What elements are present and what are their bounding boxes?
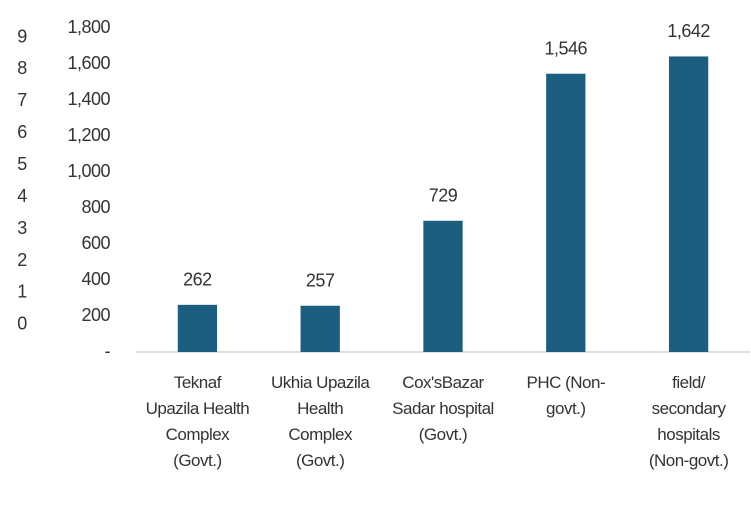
value-label: 1,546 xyxy=(545,38,588,58)
value-label: 729 xyxy=(429,186,458,206)
value-label: 262 xyxy=(183,270,212,290)
y2-tick-label: 6 xyxy=(17,122,27,142)
y2-tick-label: 5 xyxy=(17,154,27,174)
y-tick-label: 1,200 xyxy=(67,125,110,145)
y-tick-label: 1,400 xyxy=(67,89,110,109)
y2-tick-label: 3 xyxy=(17,218,27,238)
value-label: 257 xyxy=(306,270,335,290)
y2-tick-label: 8 xyxy=(17,58,27,78)
bar xyxy=(300,305,340,352)
bar xyxy=(177,304,218,352)
y-tick-label: - xyxy=(105,341,111,361)
y-tick-label: 1,000 xyxy=(67,161,110,181)
y-tick-label: 1,600 xyxy=(67,53,110,73)
bar xyxy=(423,220,463,352)
x-tick-label: Ukhia Upazila Health Complex (Govt.) xyxy=(270,373,370,470)
y-tick-label: 400 xyxy=(81,269,110,289)
x-tick-label: Teknaf Upazila Health Complex (Govt.) xyxy=(145,373,250,470)
y2-tick-label: 7 xyxy=(17,90,27,110)
x-tick-label: Cox'sBazar Sadar hospital (Govt.) xyxy=(392,373,494,444)
y-tick-label: 800 xyxy=(81,197,110,217)
y-tick-label: 1,800 xyxy=(67,17,110,37)
bar xyxy=(668,56,709,352)
y2-tick-label: 2 xyxy=(17,250,27,270)
y-tick-label: 600 xyxy=(81,233,110,253)
y2-tick-label: 4 xyxy=(17,186,27,206)
y-tick-label: 200 xyxy=(81,305,110,325)
y2-tick-label: 0 xyxy=(17,314,27,334)
value-label: 1,642 xyxy=(667,21,710,41)
x-tick-label: field/ secondary hospitals (Non-govt.) xyxy=(648,373,729,470)
x-tick-label: PHC (Non-govt.) xyxy=(526,373,606,418)
y2-tick-label: 1 xyxy=(17,282,27,302)
bar xyxy=(546,73,586,352)
y2-tick-label: 9 xyxy=(17,26,27,46)
